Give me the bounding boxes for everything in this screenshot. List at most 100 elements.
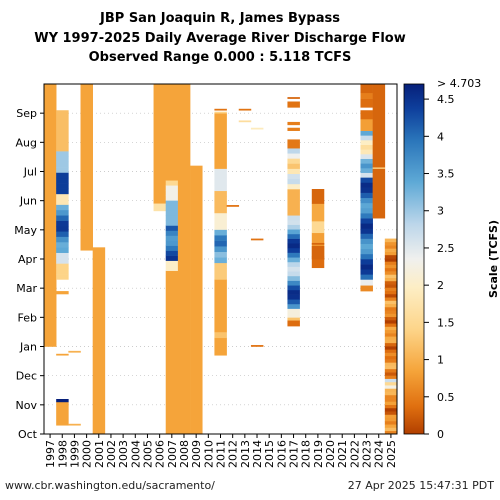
heat-cell: [165, 210, 179, 216]
heat-cell: [311, 256, 325, 269]
heat-cell: [287, 168, 300, 174]
heat-cell: [372, 167, 386, 169]
heat-cell: [287, 261, 300, 267]
x-tick-label: 2012: [227, 440, 240, 468]
heat-cell: [287, 121, 300, 126]
heat-cell: [287, 215, 300, 221]
heat-cell: [360, 135, 373, 141]
heat-cell: [384, 401, 398, 405]
heat-cell: [311, 221, 325, 234]
y-tick-label: Mar: [16, 282, 37, 295]
heat-cell: [384, 300, 398, 305]
heat-cell: [287, 294, 300, 300]
heat-cell: [384, 241, 398, 246]
heat-cell: [56, 183, 69, 189]
heat-cell: [384, 293, 398, 298]
heat-cell: [287, 233, 300, 239]
colorbar-tick-label: 2.5: [437, 242, 455, 255]
heat-cell: [360, 264, 373, 270]
heat-cell: [287, 308, 300, 318]
heat-cell: [384, 398, 398, 402]
y-tick-label: Nov: [16, 399, 38, 412]
heat-cell: [287, 183, 300, 190]
footer-source-url[interactable]: www.cbr.washington.edu/sacramento/: [5, 479, 215, 492]
heat-cell: [165, 230, 179, 236]
heat-cell: [165, 270, 179, 435]
heat-cell: [56, 177, 69, 184]
heat-cell: [287, 289, 300, 295]
x-tick-label: 2009: [190, 440, 203, 468]
heat-cell: [214, 262, 227, 269]
heat-cell: [384, 245, 398, 249]
heat-cell: [190, 165, 203, 435]
heat-cell: [165, 245, 179, 251]
heat-cell: [214, 246, 227, 253]
heat-cell: [384, 320, 398, 324]
x-tick-label: 2018: [300, 440, 313, 468]
heat-cell: [56, 172, 69, 179]
heat-cell: [360, 233, 373, 239]
heat-cell: [384, 277, 398, 282]
heat-cell: [311, 245, 325, 260]
heat-cell: [177, 84, 191, 435]
heat-cell: [56, 220, 69, 227]
heat-cell: [384, 264, 398, 269]
heat-cell: [165, 205, 179, 211]
heat-cell: [214, 174, 227, 180]
heat-cell: [165, 225, 179, 231]
x-tick-label: 2015: [263, 440, 276, 468]
heat-cell: [384, 280, 398, 285]
heat-cell: [360, 253, 373, 260]
heat-cell: [214, 331, 227, 339]
heat-cell: [384, 267, 398, 272]
heat-cell: [287, 139, 300, 149]
heat-cell: [165, 240, 179, 246]
heat-cell: [214, 212, 227, 219]
heat-cell: [56, 225, 69, 232]
heat-cell: [56, 241, 69, 248]
heat-cell: [384, 417, 398, 422]
y-tick-label: Feb: [18, 311, 37, 324]
heat-cell: [68, 350, 81, 353]
heat-cell: [384, 333, 398, 337]
heat-cell: [153, 203, 167, 212]
heat-cell: [287, 247, 300, 253]
heat-cell: [214, 251, 227, 258]
colorbar-tick-label: 2: [437, 279, 444, 292]
heat-cell: [153, 84, 167, 204]
heat-cell: [360, 172, 373, 178]
heat-cell: [360, 158, 373, 164]
heat-cell: [287, 303, 300, 309]
heat-cell: [56, 110, 69, 152]
heat-cell: [360, 274, 373, 280]
heat-cell: [287, 219, 300, 225]
heat-cell: [384, 316, 398, 321]
heat-cell: [56, 193, 69, 200]
heat-cell: [92, 247, 106, 435]
heat-cell: [360, 130, 373, 136]
heat-cell: [384, 254, 398, 259]
x-tick-label: 2023: [361, 440, 374, 468]
heat-cell: [214, 179, 227, 186]
colorbar: [403, 83, 425, 435]
heat-cell: [384, 274, 398, 278]
heat-cell: [214, 190, 227, 197]
heat-cell: [384, 411, 398, 415]
heat-cell: [360, 197, 373, 204]
heat-cell: [214, 235, 227, 241]
heat-cell: [360, 192, 373, 199]
heat-cell: [384, 290, 398, 295]
heat-cell: [56, 167, 69, 173]
heat-cell: [384, 381, 398, 386]
heat-cell: [165, 215, 179, 221]
heat-cell: [56, 291, 69, 295]
x-tick-label: 2007: [166, 440, 179, 468]
heat-cell: [360, 144, 373, 150]
heat-cell: [165, 250, 179, 256]
heat-cell: [311, 189, 325, 204]
heat-cell: [360, 223, 373, 229]
heat-cell: [214, 201, 227, 208]
heat-cell: [56, 151, 69, 157]
heat-cell: [287, 97, 300, 99]
heat-cell: [165, 235, 179, 241]
